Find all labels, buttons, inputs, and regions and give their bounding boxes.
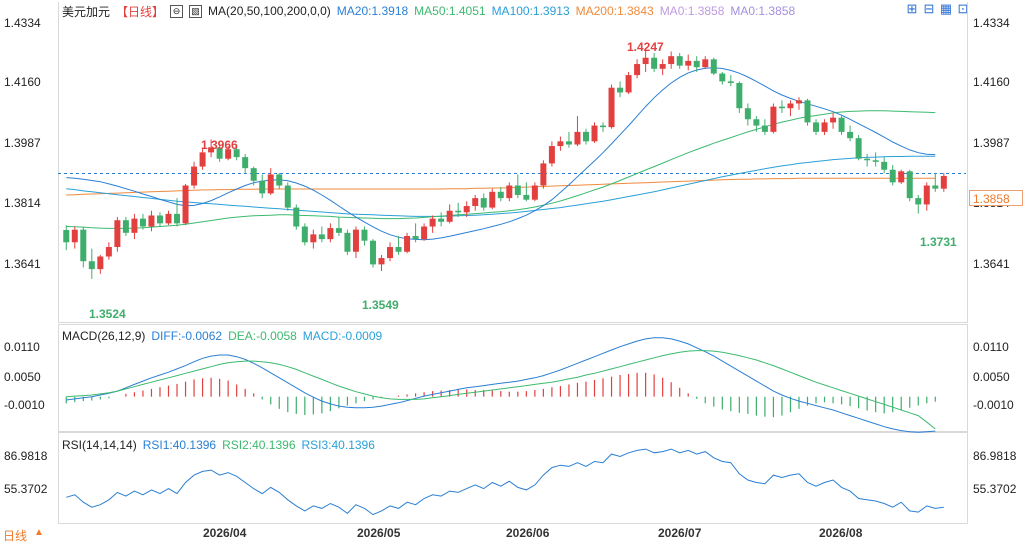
reset-icon[interactable]: ⊡	[957, 1, 969, 16]
rsi-title[interactable]: RSI(14,14,14)	[62, 438, 137, 452]
macd-header: MACD(26,12,9) DIFF:-0.0062 DEA:-0.0058 M…	[62, 327, 382, 345]
price-tick: 1.4334	[4, 16, 41, 30]
period-label[interactable]: 【日线】	[116, 4, 165, 19]
macd-tick: 0.0110	[973, 340, 1009, 354]
rsi1-label: RSI1:40.1396	[142, 438, 217, 452]
price-panel[interactable]	[58, 2, 968, 323]
price-tick: 1.3641	[4, 257, 41, 271]
macd-tick: 0.0110	[4, 340, 40, 354]
price-tick: 1.4160	[4, 75, 41, 89]
price-tick: 1.3641	[973, 257, 1010, 271]
last-price-tag: 1.3858	[969, 190, 1023, 206]
macd-tick: 0.0050	[973, 370, 1010, 384]
period-switch-button[interactable]: 日线 ▲	[0, 524, 56, 544]
low-annotation: 1.3731	[920, 235, 957, 249]
ma200-label: MA200:1.3843	[575, 4, 654, 18]
macd-title[interactable]: MACD(26,12,9)	[62, 329, 146, 343]
ma-settings-icon[interactable]: ▧	[189, 4, 203, 18]
ma20-label: MA20:1.3918	[336, 4, 409, 18]
rsi-tick: 55.3702	[4, 482, 48, 496]
x-tick: 2026/05	[357, 526, 401, 540]
ma100-label: MA100:1.3913	[491, 4, 570, 18]
high-annotation: 1.4247	[627, 40, 664, 54]
macd-dea: DEA:-0.0058	[228, 329, 297, 343]
ma0-label: MA0:1.3858	[659, 4, 725, 18]
chart-header: 美元加元 【日线】 ⊖ ▧ MA(20,50,100,200,0,0) MA20…	[62, 2, 795, 20]
macd-tick: -0.0010	[4, 398, 45, 412]
zoom-in-icon[interactable]: ⊞	[906, 1, 918, 16]
ma0b-label: MA0:1.3858	[730, 4, 796, 18]
triangle-up-icon: ▲	[34, 527, 44, 538]
high-annotation: 1.3966	[201, 138, 238, 152]
period-switch-label: 日线	[3, 529, 28, 543]
price-tick: 1.3814	[4, 196, 41, 210]
rsi-header: RSI(14,14,14) RSI1:40.1396 RSI2:40.1396 …	[62, 436, 375, 454]
macd-diff: DIFF:-0.0062	[151, 329, 223, 343]
ma50-label: MA50:1.4051	[414, 4, 486, 18]
x-tick: 2026/08	[819, 526, 863, 540]
x-tick: 2026/07	[658, 526, 702, 540]
rsi-tick: 86.9818	[973, 449, 1017, 463]
price-tick: 1.3987	[4, 136, 41, 150]
low-annotation: 1.3549	[362, 298, 399, 312]
macd-tick: -0.0010	[973, 398, 1014, 412]
macd-tick: 0.0050	[4, 370, 41, 384]
low-annotation: 1.3524	[89, 307, 126, 321]
price-tick: 1.4160	[973, 75, 1010, 89]
rsi3-label: RSI3:40.1396	[301, 438, 375, 452]
grid-icon[interactable]: ▦	[939, 1, 953, 16]
rsi-tick: 55.3702	[973, 482, 1017, 496]
zoom-out-icon[interactable]: ⊟	[923, 1, 935, 16]
rsi-tick: 86.9818	[4, 449, 48, 463]
ma-toggle-icon[interactable]: ⊖	[170, 4, 184, 18]
price-tick: 1.4334	[973, 16, 1010, 30]
symbol-label[interactable]: 美元加元	[62, 4, 111, 19]
rsi2-label: RSI2:40.1396	[222, 438, 296, 452]
ma-params-label: MA(20,50,100,200,0,0)	[208, 4, 331, 18]
macd-value: MACD:-0.0009	[302, 329, 383, 343]
price-tick: 1.3987	[973, 136, 1010, 150]
x-tick: 2026/06	[506, 526, 550, 540]
x-tick: 2026/04	[203, 526, 247, 540]
